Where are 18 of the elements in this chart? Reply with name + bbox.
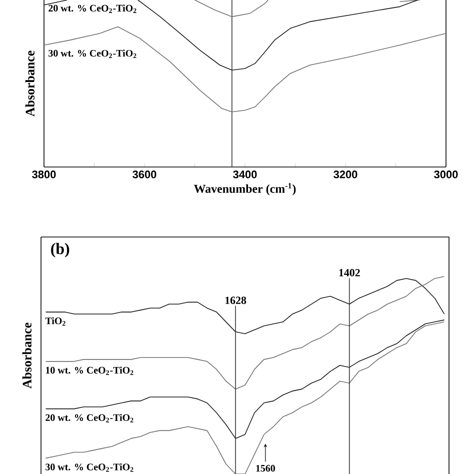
text: 1402 <box>339 268 360 276</box>
series-label: 20 wt. % CeO$_{2}$-TiO$_{2}$ <box>48 4 136 13</box>
x-tick-label: 3800 <box>32 170 56 178</box>
x-tick-label: 3000 <box>434 170 458 178</box>
text: (b) <box>51 242 70 258</box>
y-axis-title: Absorbance <box>22 322 32 388</box>
series-label: 10 wt. % CeO$_{2}$-TiO$_{2}$ <box>46 366 134 375</box>
annotation: 1628 <box>225 296 246 304</box>
x-tick-label: 3600 <box>132 170 156 178</box>
series-label: 20 wt. % CeO$_{2}$-TiO$_{2}$ <box>46 414 134 422</box>
x-tick-label: 3200 <box>334 170 358 178</box>
x-axis-title: Wavenumber (cm$^{-1}$) <box>194 183 296 196</box>
x-tick-label: 3400 <box>233 170 257 178</box>
annotation: 1560 <box>256 464 275 472</box>
series-label: TiO$_{2}$ <box>45 317 66 326</box>
series-label: 30 wt. % CeO$_{2}$-TiO$_{2}$ <box>46 463 134 472</box>
y-axis-title: Absorbance <box>25 50 34 116</box>
series-label: 30 wt. % CeO$_{2}$-TiO$_{2}$ <box>48 50 136 58</box>
